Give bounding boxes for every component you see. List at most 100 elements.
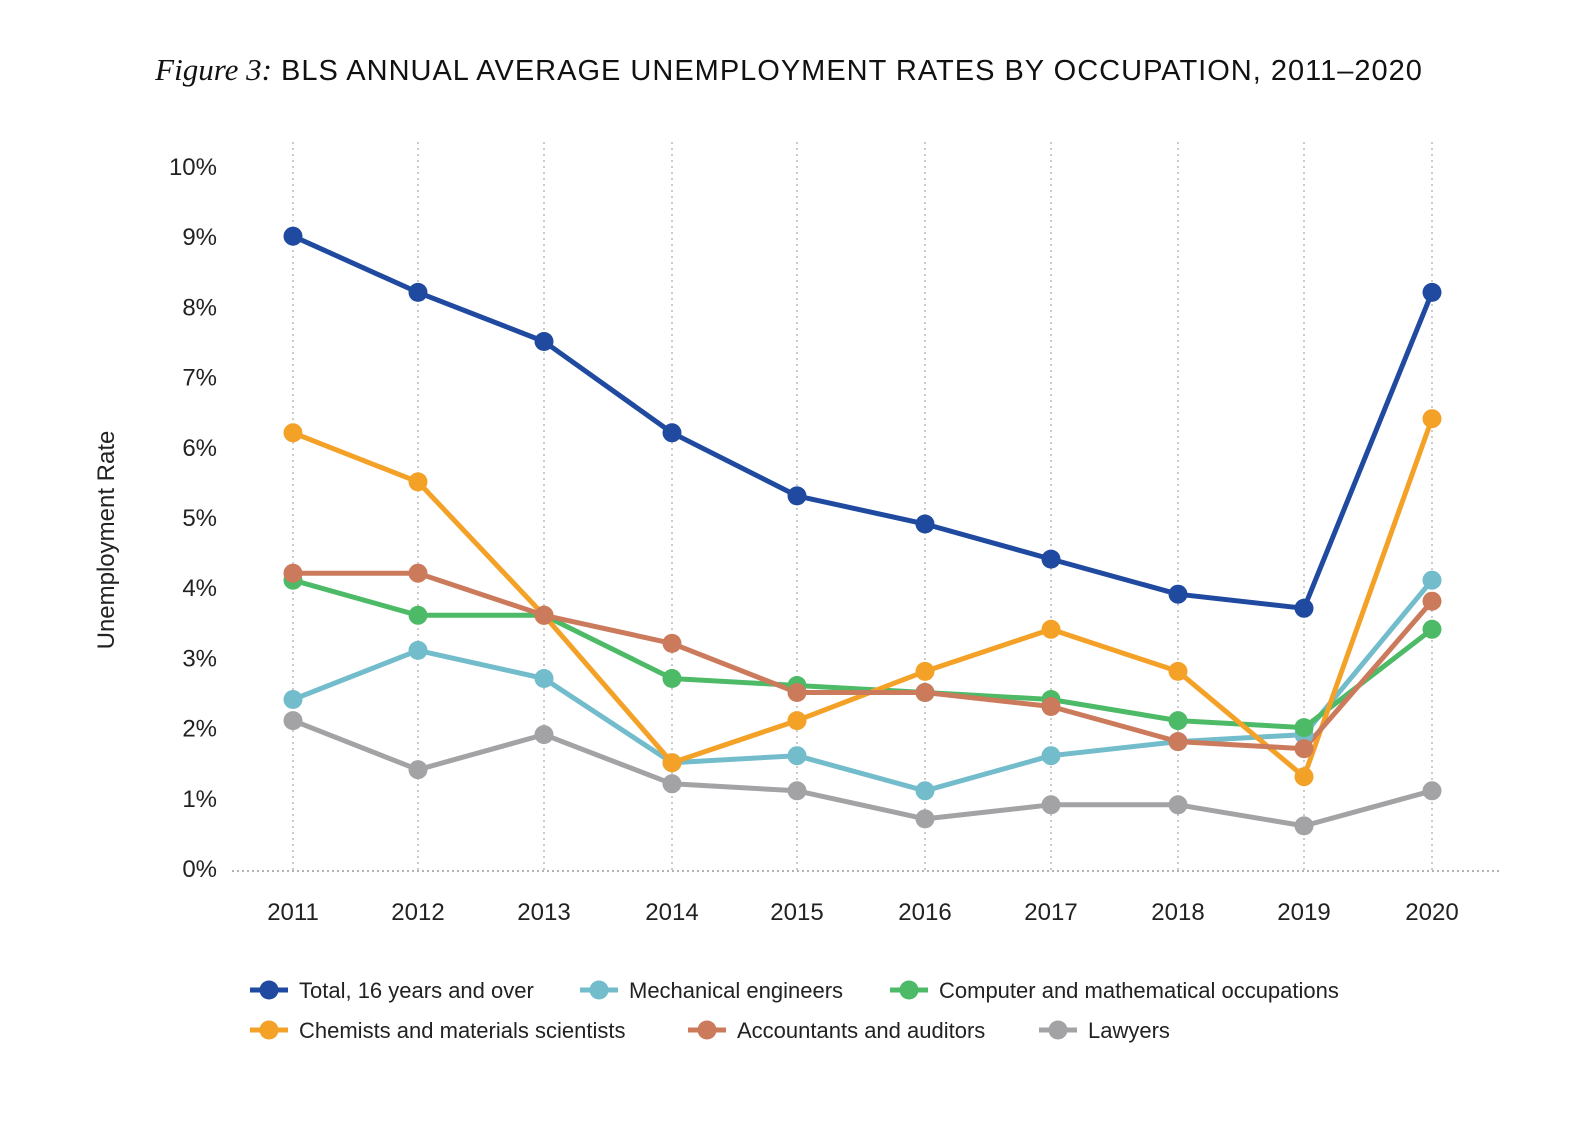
x-tick-label: 2012 bbox=[391, 899, 444, 926]
legend-label: Accountants and auditors bbox=[737, 1018, 985, 1043]
y-axis-label: Unemployment Rate bbox=[93, 431, 120, 650]
legend-swatch-marker bbox=[259, 980, 279, 1000]
legend-swatch-marker bbox=[1048, 1020, 1068, 1040]
x-tick-label: 2013 bbox=[517, 899, 570, 926]
data-point bbox=[1041, 795, 1061, 815]
data-point bbox=[1041, 619, 1061, 639]
series-line-0 bbox=[290, 233, 1435, 611]
legend-swatch-marker bbox=[697, 1020, 717, 1040]
y-tick-label: 9% bbox=[182, 224, 217, 251]
data-point bbox=[1294, 816, 1314, 836]
legend-item: Lawyers bbox=[1039, 1018, 1170, 1043]
data-point bbox=[408, 472, 428, 492]
legend-item: Chemists and materials scientists bbox=[250, 1018, 625, 1043]
legend-item: Total, 16 years and over bbox=[250, 978, 534, 1003]
data-point bbox=[1422, 619, 1442, 639]
data-point bbox=[1168, 732, 1188, 752]
data-point bbox=[1041, 549, 1061, 569]
y-tick-label: 6% bbox=[182, 435, 217, 462]
data-point bbox=[1168, 661, 1188, 681]
legend-item: Mechanical engineers bbox=[580, 978, 843, 1003]
data-point bbox=[1422, 570, 1442, 590]
data-point bbox=[1422, 409, 1442, 429]
data-point bbox=[1294, 718, 1314, 738]
x-tick-label: 2017 bbox=[1024, 899, 1077, 926]
legend-label: Chemists and materials scientists bbox=[299, 1018, 625, 1043]
data-point bbox=[283, 690, 303, 709]
legend-swatch-marker bbox=[899, 980, 919, 1000]
series-line-1 bbox=[290, 577, 1435, 794]
data-point bbox=[1041, 746, 1061, 766]
data-point bbox=[662, 753, 682, 773]
y-tick-label: 2% bbox=[182, 716, 217, 743]
data-point bbox=[408, 605, 428, 625]
figure-label: Figure 3: bbox=[155, 52, 272, 87]
axes: 2011 2012 2013 2014 2015 2016 2017 2018 2019 2020… bbox=[93, 154, 1502, 926]
data-point bbox=[1041, 697, 1061, 716]
data-point bbox=[1294, 739, 1314, 759]
y-tick-label: 4% bbox=[182, 575, 217, 602]
y-tick-label: 1% bbox=[182, 786, 217, 813]
chart-title: Figure 3: BLS ANNUAL AVERAGE UNEMPLOYMEN… bbox=[0, 52, 1578, 88]
x-tick-label: 2011 bbox=[267, 899, 319, 926]
data-point bbox=[534, 725, 554, 745]
data-point bbox=[662, 669, 682, 688]
data-point bbox=[1422, 591, 1442, 611]
data-point bbox=[1168, 795, 1188, 815]
x-tick-label: 2014 bbox=[645, 899, 698, 926]
data-point bbox=[915, 661, 935, 681]
data-point bbox=[787, 746, 807, 766]
data-point bbox=[1168, 711, 1188, 731]
data-point bbox=[915, 514, 935, 534]
data-point bbox=[787, 486, 807, 506]
legend-label: Computer and mathematical occupations bbox=[939, 978, 1339, 1003]
chart-title-text: BLS ANNUAL AVERAGE UNEMPLOYMENT RATES BY… bbox=[281, 55, 1423, 87]
data-point bbox=[408, 640, 428, 660]
legend-label: Total, 16 years and over bbox=[299, 978, 534, 1003]
data-point bbox=[1294, 767, 1314, 787]
data-point bbox=[662, 423, 682, 443]
data-point bbox=[787, 781, 807, 801]
legend-swatch-marker bbox=[259, 1020, 279, 1040]
data-point bbox=[534, 669, 554, 688]
y-tick-label: 5% bbox=[182, 505, 217, 532]
legend-item: Computer and mathematical occupations bbox=[890, 978, 1339, 1003]
data-point bbox=[1294, 598, 1314, 618]
y-tick-label: 3% bbox=[182, 645, 217, 672]
legend-label: Lawyers bbox=[1088, 1018, 1170, 1043]
series-lines bbox=[290, 233, 1435, 829]
legend-label: Mechanical engineers bbox=[629, 978, 843, 1003]
x-tick-label: 2020 bbox=[1405, 899, 1458, 926]
data-point bbox=[283, 711, 303, 731]
series-line-3 bbox=[290, 416, 1435, 780]
data-point bbox=[283, 226, 303, 246]
legend-item: Accountants and auditors bbox=[688, 1018, 985, 1043]
x-tick-label: 2015 bbox=[770, 899, 823, 926]
data-point bbox=[915, 683, 935, 702]
x-tick-label: 2016 bbox=[898, 899, 951, 926]
y-tick-label: 8% bbox=[182, 294, 217, 321]
legend: Total, 16 years and over Mechanical engin… bbox=[250, 978, 1339, 1043]
y-tick-label: 7% bbox=[182, 365, 217, 392]
legend-swatch-marker bbox=[589, 980, 609, 1000]
data-point bbox=[283, 563, 303, 583]
x-tick-label: 2018 bbox=[1151, 899, 1204, 926]
y-tick-label: 10% bbox=[169, 154, 217, 181]
data-point bbox=[662, 774, 682, 794]
data-point bbox=[283, 423, 303, 443]
data-point bbox=[1422, 781, 1442, 801]
data-point bbox=[787, 711, 807, 731]
series-line-5 bbox=[290, 718, 1435, 829]
data-point bbox=[408, 760, 428, 780]
data-point bbox=[1422, 282, 1442, 302]
data-point bbox=[787, 683, 807, 702]
data-point bbox=[1168, 584, 1188, 604]
data-point bbox=[915, 809, 935, 829]
data-point bbox=[915, 781, 935, 801]
y-tick-label: 0% bbox=[182, 856, 217, 883]
grid bbox=[292, 142, 1433, 870]
series-line-4 bbox=[290, 570, 1435, 752]
series-points bbox=[283, 226, 1442, 836]
data-point bbox=[662, 633, 682, 653]
